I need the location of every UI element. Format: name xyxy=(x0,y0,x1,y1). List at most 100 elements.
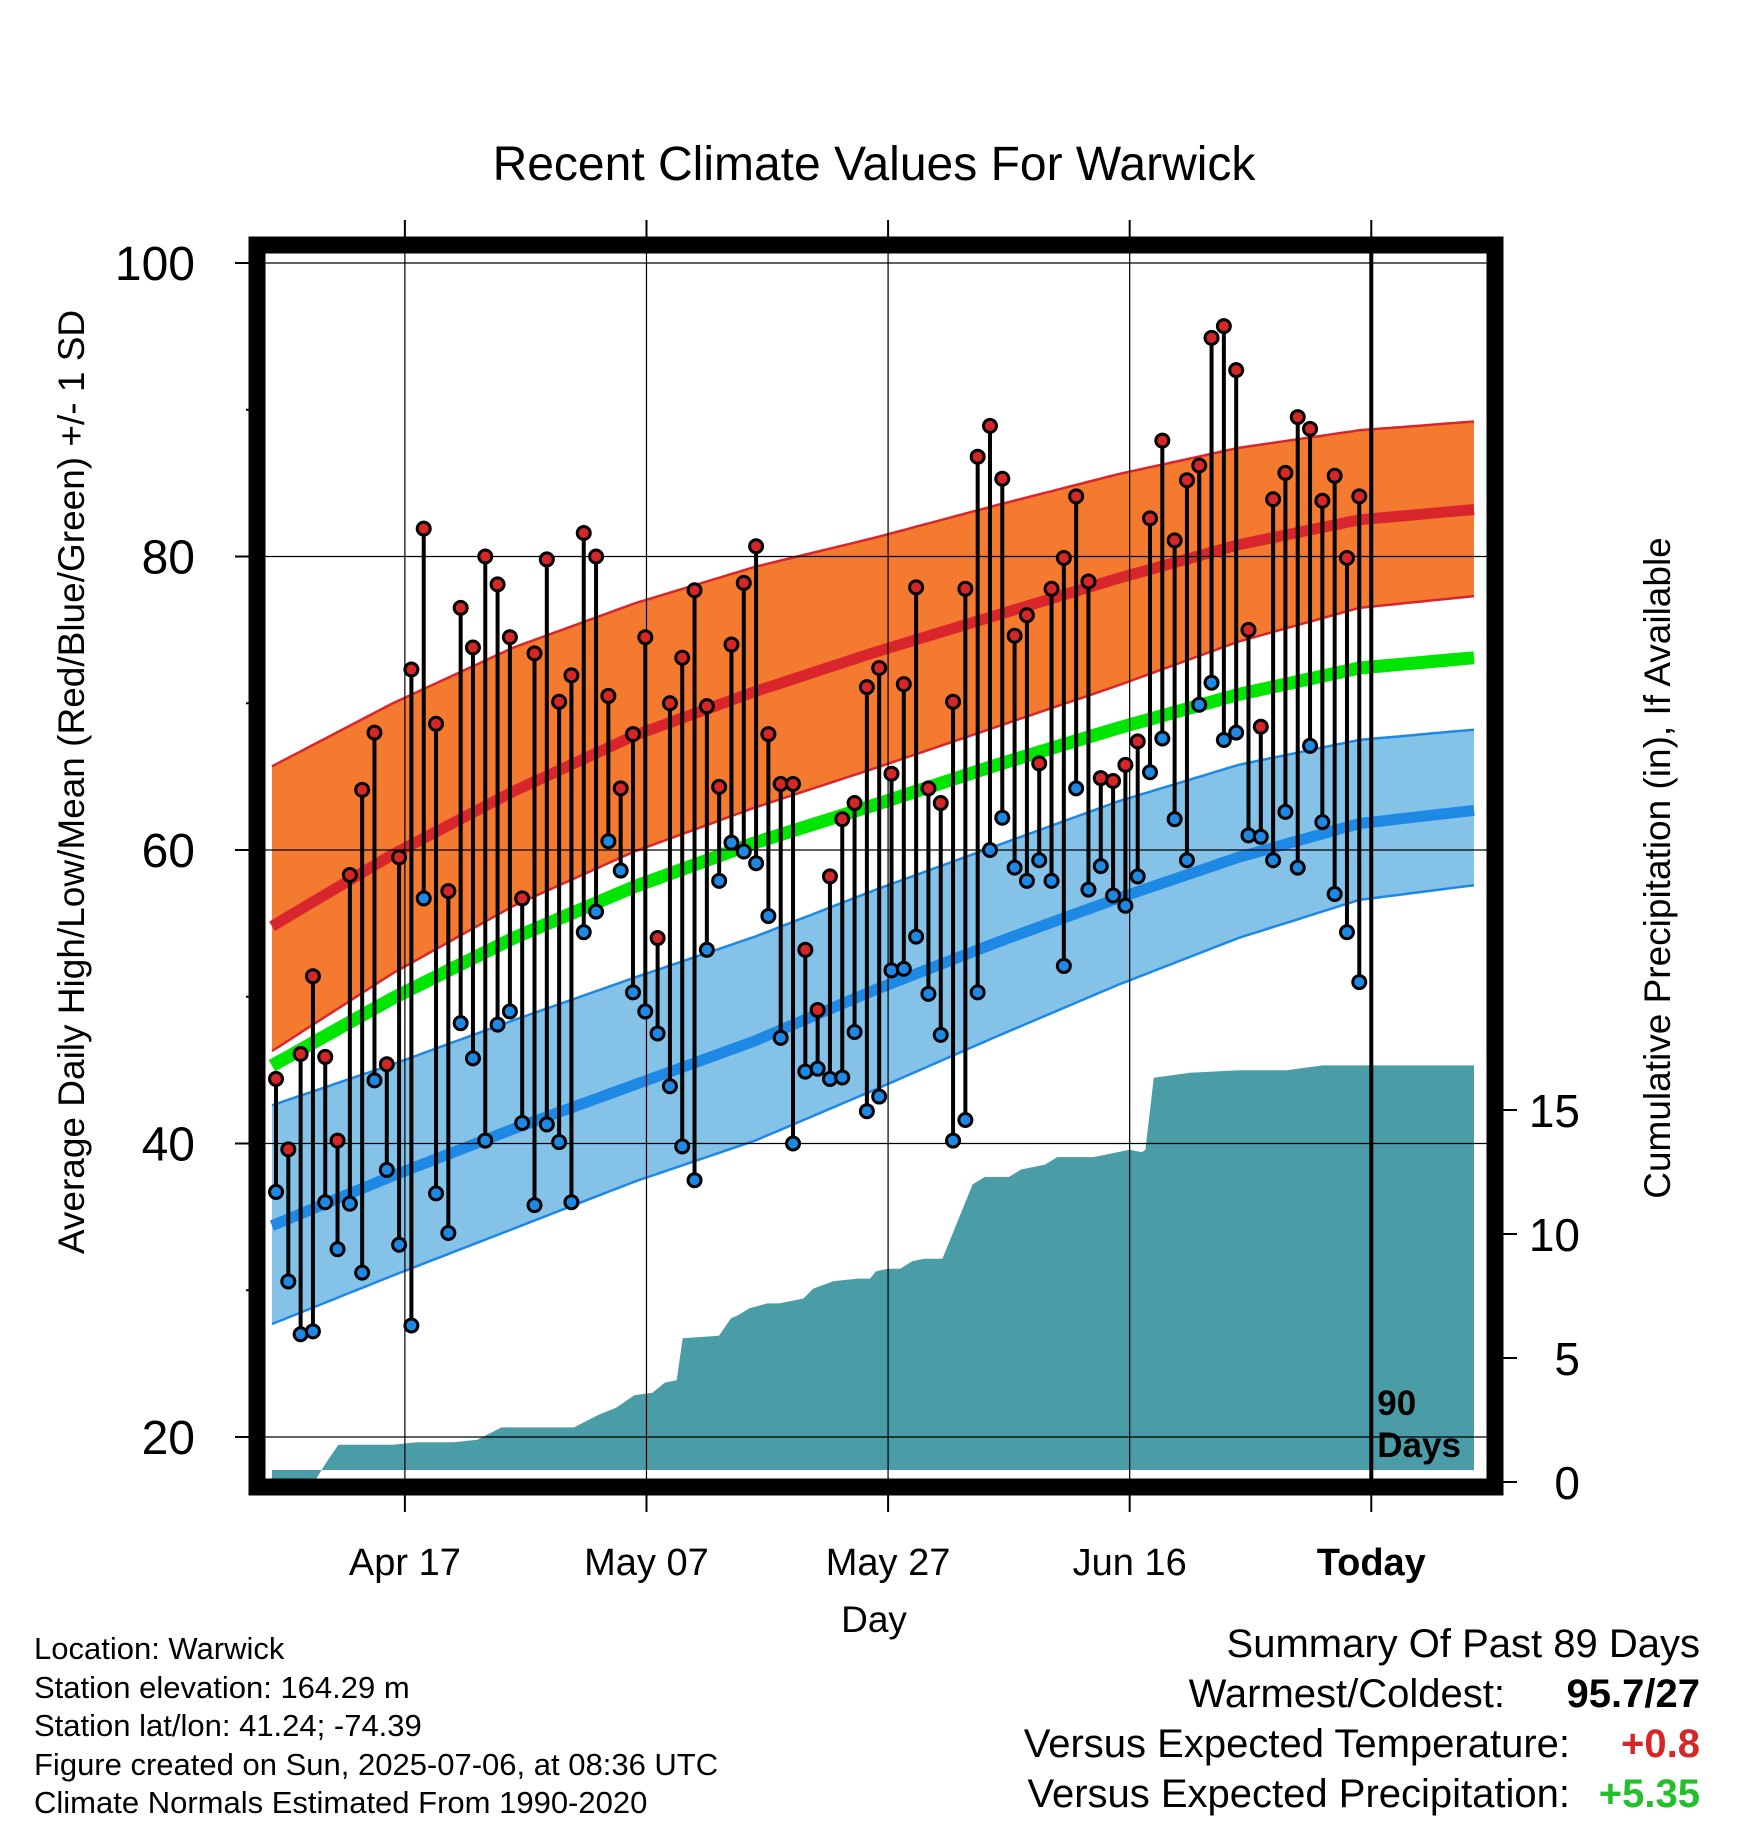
daily-low-point xyxy=(649,1025,666,1042)
daily-high-point xyxy=(649,930,666,947)
daily-low-point xyxy=(354,1264,371,1281)
y-axis-label: Average Daily High/Low/Mean (Red/Blue/Gr… xyxy=(51,310,92,1254)
summary-temp: Versus Expected Temperature: +0.8 xyxy=(1024,1722,1700,1772)
daily-low-point xyxy=(945,1132,962,1149)
daily-low-point xyxy=(785,1135,802,1152)
daily-high-point xyxy=(1080,573,1097,590)
daily-high-point xyxy=(464,639,481,656)
daily-low-point xyxy=(391,1236,408,1253)
daily-high-point xyxy=(674,649,691,666)
daily-high-point xyxy=(600,687,617,704)
warmest-coldest-value: 95.7/27 xyxy=(1566,1672,1700,1716)
daily-low-point xyxy=(1289,859,1306,876)
daily-stems-layer xyxy=(274,326,1362,1335)
daily-low-point xyxy=(1338,924,1355,941)
daily-low-point xyxy=(981,842,998,858)
y-tick-label: 60 xyxy=(142,825,195,878)
location-text: Location: Warwick xyxy=(34,1631,285,1666)
daily-high-point xyxy=(1154,432,1171,449)
y2-tick-label: 5 xyxy=(1554,1333,1580,1385)
daily-low-point xyxy=(1055,957,1072,974)
daily-high-point xyxy=(428,715,445,732)
plot-frame xyxy=(248,236,1504,1496)
daily-low-point xyxy=(1092,858,1109,875)
daily-high-point xyxy=(440,883,457,900)
daily-low-point xyxy=(415,890,432,907)
daily-low-point xyxy=(994,809,1011,826)
daily-low-point xyxy=(957,1112,974,1129)
daily-high-point xyxy=(538,551,555,568)
daily-high-point xyxy=(895,676,912,693)
daily-high-point xyxy=(391,849,408,866)
daily-low-point xyxy=(1203,674,1220,691)
daily-low-point xyxy=(1215,731,1232,748)
y2-tick-label: 15 xyxy=(1529,1085,1580,1137)
low-band-lower-edge xyxy=(271,883,1475,1326)
daily-low-point xyxy=(1314,814,1331,831)
daily-high-point xyxy=(378,1056,395,1073)
daily-high-point xyxy=(711,778,728,795)
daily-high-point xyxy=(908,579,925,596)
station-info: Location: Warwick Station elevation: 164… xyxy=(34,1630,718,1823)
grid-layer: 90 Days xyxy=(257,245,1495,1487)
daily-high-point xyxy=(686,582,703,599)
daily-low-point xyxy=(723,834,740,851)
precip-value: +5.35 xyxy=(1598,1772,1700,1816)
summary-title: Summary Of Past 89 Days xyxy=(1226,1622,1700,1666)
daily-low-point xyxy=(711,872,728,889)
created-text: Figure created on Sun, 2025-07-06, at 08… xyxy=(34,1746,719,1782)
daily-high-point xyxy=(354,781,371,798)
daily-high-point xyxy=(1031,755,1048,772)
daily-high-point xyxy=(785,775,802,792)
y-tick-label: 40 xyxy=(142,1119,195,1172)
daily-low-point xyxy=(1142,764,1159,781)
daily-high-point xyxy=(575,525,592,542)
daily-high-point xyxy=(624,726,641,743)
daily-low-point xyxy=(1277,803,1294,820)
precip-layer xyxy=(272,1065,1474,1482)
daily-high-point xyxy=(1326,467,1343,484)
daily-low-point xyxy=(1129,868,1146,885)
daily-low-point xyxy=(661,1078,678,1095)
daily-high-point xyxy=(1228,362,1245,379)
precip-label: Versus Expected Precipitation: xyxy=(1027,1772,1570,1816)
daily-high-point xyxy=(1203,329,1220,346)
normals-text: Climate Normals Estimated From 1990-2020 xyxy=(34,1785,648,1820)
y-tick-label: 20 xyxy=(142,1412,195,1465)
daily-low-point xyxy=(612,862,629,879)
daily-high-point xyxy=(1277,464,1294,481)
daily-low-point xyxy=(674,1138,691,1155)
daily-high-point xyxy=(834,811,851,828)
daily-low-point xyxy=(1105,887,1122,904)
daily-high-point xyxy=(477,548,494,565)
daily-high-point xyxy=(415,520,432,537)
daily-low-point xyxy=(514,1114,531,1131)
daily-high-point xyxy=(1178,472,1195,489)
daily-low-point xyxy=(280,1273,297,1290)
daily-high-point xyxy=(304,968,321,985)
daily-high-point xyxy=(526,645,543,662)
daily-high-point xyxy=(945,693,962,710)
daily-low-point xyxy=(735,843,752,860)
daily-low-point xyxy=(1006,859,1023,876)
daily-high-point xyxy=(1043,580,1060,597)
summary-panel: Summary Of Past 89 Days Warmest/Coldest:… xyxy=(1024,1622,1700,1822)
daily-low-point xyxy=(1265,852,1282,869)
daily-points-layer xyxy=(268,318,1368,1343)
daily-low-point xyxy=(329,1241,346,1258)
daily-low-point xyxy=(563,1194,580,1211)
chart-title: Recent Climate Values For Warwick xyxy=(493,138,1257,191)
daily-high-point xyxy=(994,470,1011,487)
daily-low-point xyxy=(403,1317,420,1334)
daily-high-point xyxy=(329,1132,346,1149)
daily-high-point xyxy=(588,548,605,565)
daily-high-point xyxy=(981,417,998,434)
y2-tick-label: 0 xyxy=(1554,1457,1580,1509)
daily-high-point xyxy=(1055,549,1072,566)
daily-high-point xyxy=(969,448,986,465)
daily-low-point xyxy=(1080,881,1097,898)
daily-low-point xyxy=(440,1225,457,1242)
daily-high-point xyxy=(1252,718,1269,735)
daily-low-point xyxy=(268,1183,284,1200)
daily-low-point xyxy=(1068,780,1085,797)
